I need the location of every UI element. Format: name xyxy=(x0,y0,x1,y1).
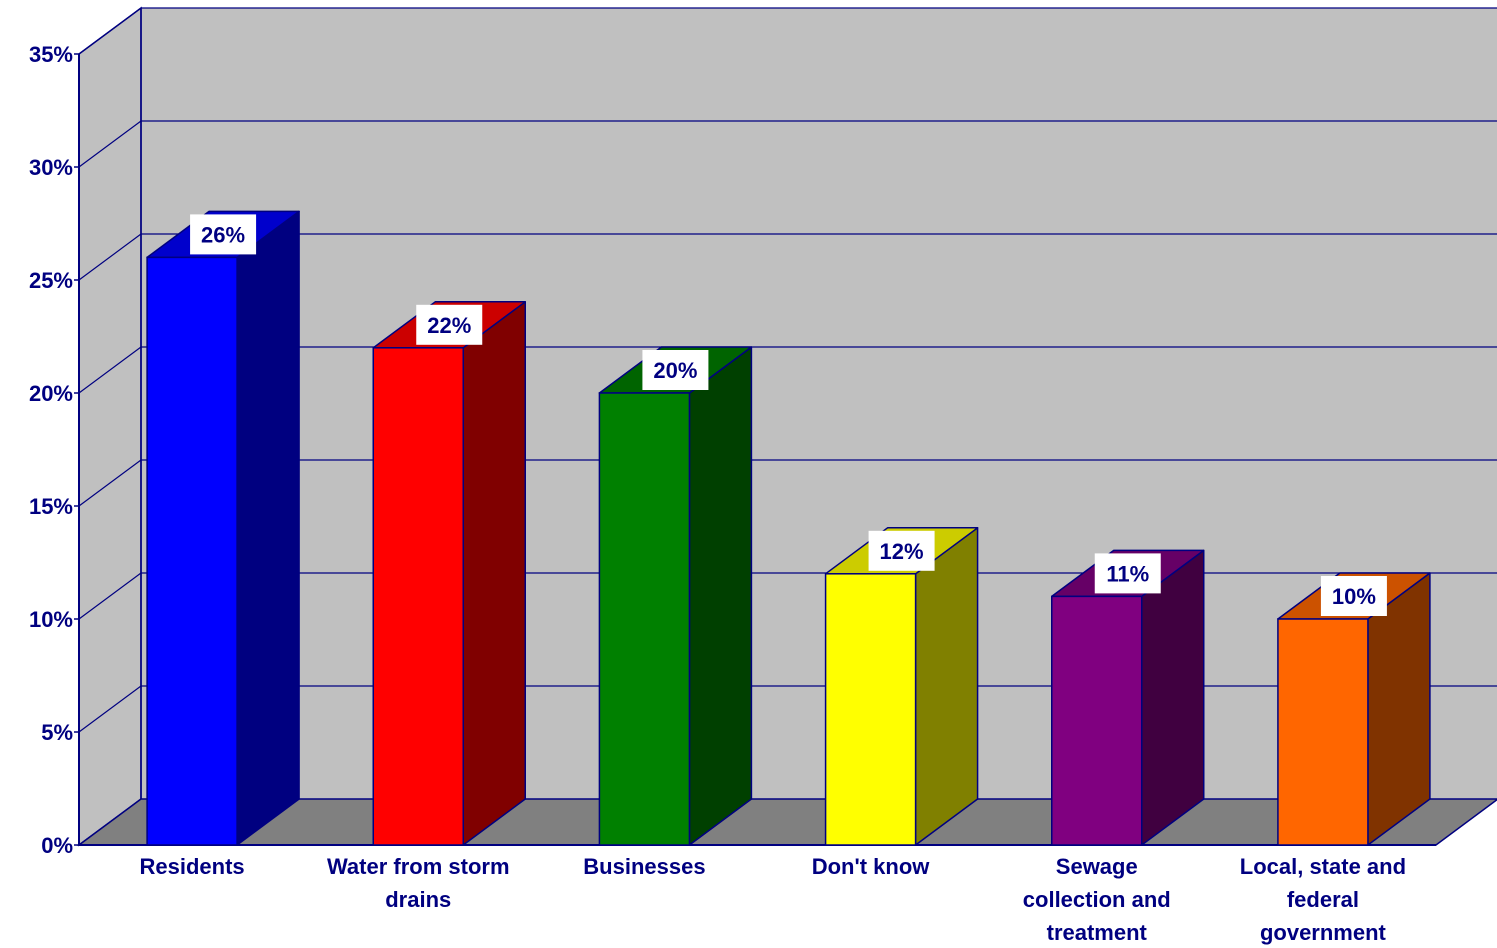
y-tick-label: 25% xyxy=(29,268,73,293)
y-tick-label: 0% xyxy=(41,833,73,858)
side-wall xyxy=(78,6,142,847)
data-label-box xyxy=(642,350,709,390)
bar-side xyxy=(914,527,979,846)
bar xyxy=(1277,618,1369,846)
gridline-side xyxy=(78,572,142,620)
y-tick-label: 10% xyxy=(29,607,73,632)
x-tick-label-line: Don't know xyxy=(812,854,931,879)
bar-side xyxy=(1141,549,1205,846)
gridline-side xyxy=(78,120,142,168)
x-tick-label: Don't know xyxy=(812,854,931,879)
gridline-side xyxy=(78,346,142,394)
x-tick-label-line: treatment xyxy=(1047,920,1148,945)
data-label: 12% xyxy=(880,539,924,564)
data-label-box xyxy=(1094,553,1161,594)
data-label: 26% xyxy=(201,222,245,247)
data-label-box xyxy=(190,214,257,255)
gridline-side xyxy=(78,459,142,507)
data-label: 22% xyxy=(427,313,471,338)
data-label-box xyxy=(868,530,935,571)
gridline-side xyxy=(78,233,142,281)
y-tick-label: 15% xyxy=(29,494,73,519)
bar xyxy=(372,347,464,846)
x-tick-label: Sewage collection and treatment xyxy=(1023,854,1171,945)
y-tick-label: 30% xyxy=(29,155,73,180)
x-tick-label-line: Residents xyxy=(140,854,245,879)
x-tick-label-line: collection and xyxy=(1023,887,1171,912)
x-tick-label-line: federal xyxy=(1287,887,1359,912)
bar xyxy=(146,256,238,846)
x-tick-label-line: Businesses xyxy=(583,854,705,879)
y-tick-label: 5% xyxy=(41,720,73,745)
gridline-side xyxy=(78,7,142,55)
x-tick-label-line: Sewage xyxy=(1056,854,1138,879)
x-tick-label-line: drains xyxy=(385,887,451,912)
y-tick-label: 20% xyxy=(29,381,73,406)
bar-side xyxy=(462,301,526,846)
bar-side xyxy=(688,346,753,846)
bar xyxy=(1051,595,1143,846)
x-tick-label-line: Local, state and xyxy=(1240,854,1406,879)
x-tick-label: Water from storm drains xyxy=(327,854,510,912)
x-tick-label: Residents xyxy=(140,854,245,879)
x-tick-label-line: government xyxy=(1260,920,1387,945)
data-label: 11% xyxy=(1106,561,1149,586)
y-tick-label: 35% xyxy=(29,42,73,67)
bar-side xyxy=(236,210,300,846)
x-tick-label-line: Water from storm xyxy=(327,854,510,879)
x-tick-label: Businesses xyxy=(583,854,705,879)
bar xyxy=(598,392,691,846)
data-label-box xyxy=(1320,576,1387,616)
bar xyxy=(824,573,917,846)
data-label: 20% xyxy=(653,358,697,383)
gridline-side xyxy=(78,685,142,733)
data-label-box xyxy=(416,304,483,345)
x-tick-label: Local, state and federal government xyxy=(1240,854,1406,945)
data-label: 10% xyxy=(1332,584,1376,609)
